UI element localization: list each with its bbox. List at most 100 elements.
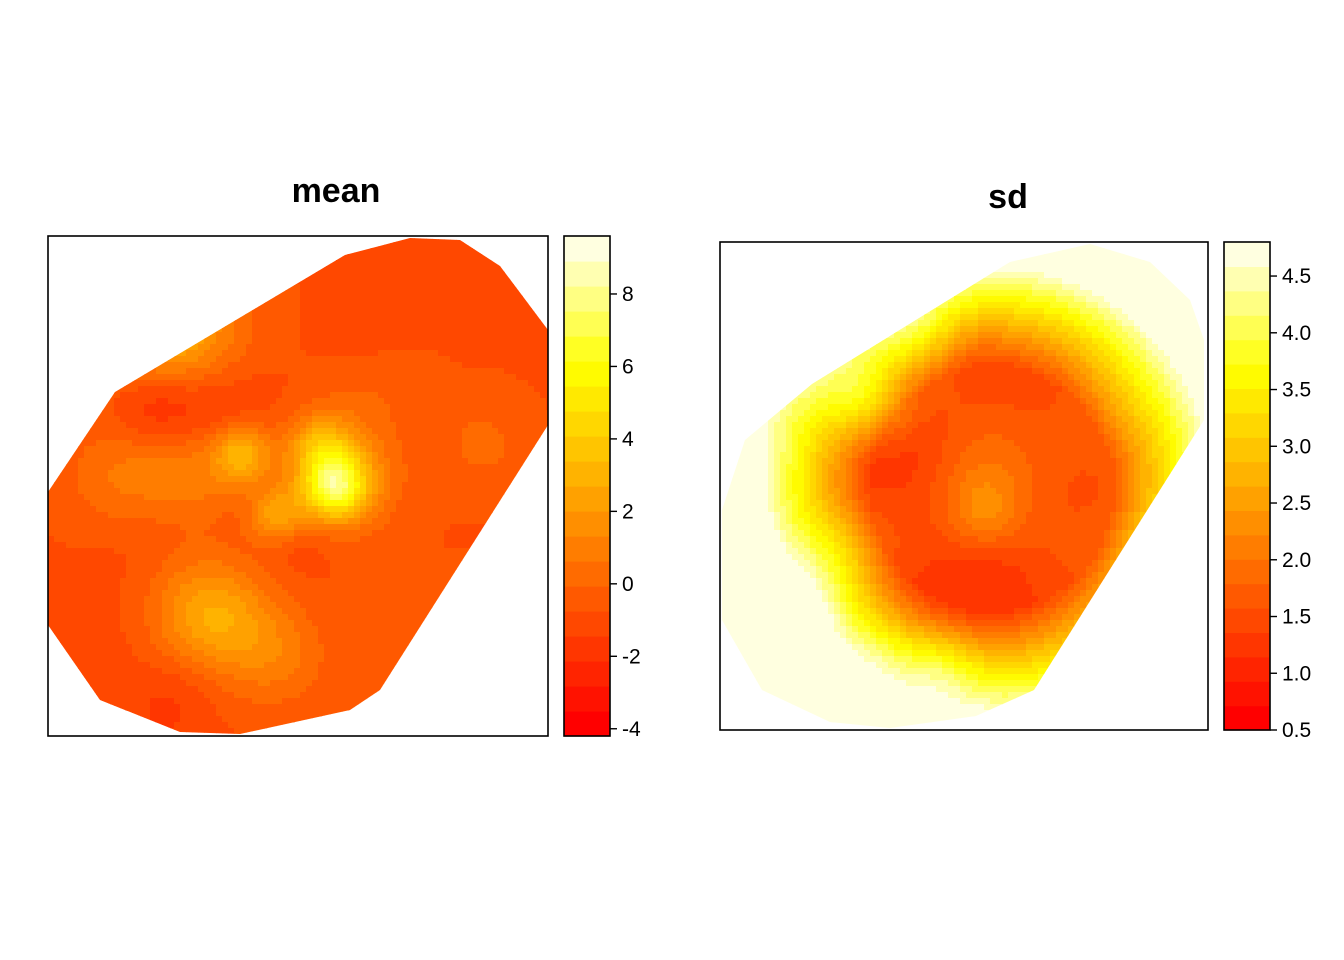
mean-heat-cell xyxy=(324,392,331,399)
mean-heat-cell xyxy=(216,368,223,375)
mean-heat-cell xyxy=(276,518,283,525)
mean-heat-cell xyxy=(96,302,103,309)
mean-heat-cell xyxy=(540,260,547,267)
mean-heat-cell xyxy=(192,476,199,483)
mean-heat-cell xyxy=(48,542,55,549)
mean-heat-cell xyxy=(306,238,313,243)
mean-heat-cell xyxy=(444,272,451,279)
mean-heat-cell xyxy=(84,326,91,333)
mean-heat-cell xyxy=(48,242,55,249)
mean-heat-cell xyxy=(222,554,229,561)
mean-heat-cell xyxy=(288,356,295,363)
mean-heat-cell xyxy=(198,464,205,471)
mean-heat-cell xyxy=(114,512,121,519)
mean-heat-cell xyxy=(240,458,247,465)
mean-heat-cell xyxy=(474,494,481,501)
mean-heat-cell xyxy=(252,482,259,489)
mean-heat-cell xyxy=(84,266,91,273)
mean-heat-cell xyxy=(198,428,205,435)
mean-heat-cell xyxy=(174,238,181,243)
mean-heat-cell xyxy=(234,560,241,567)
mean-heat-cell xyxy=(336,482,343,489)
mean-heat-cell xyxy=(468,266,475,273)
mean-heat-cell xyxy=(438,518,445,525)
mean-heat-cell xyxy=(48,260,55,267)
mean-heat-cell xyxy=(114,362,121,369)
mean-heat-cell xyxy=(150,488,157,495)
mean-heat-cell xyxy=(486,284,493,291)
mean-heat-cell xyxy=(72,566,79,573)
mean-heat-cell xyxy=(354,422,361,429)
mean-heat-cell xyxy=(480,560,487,567)
mean-heat-cell xyxy=(486,410,493,417)
mean-heat-cell xyxy=(504,416,511,423)
mean-heat-cell xyxy=(204,578,211,585)
mean-heat-cell xyxy=(498,302,505,309)
mean-heat-cell xyxy=(234,398,241,405)
mean-heat-cell xyxy=(294,254,301,261)
mean-heat-cell xyxy=(144,332,151,339)
mean-heat-cell xyxy=(108,410,115,417)
mean-heat-cell xyxy=(240,542,247,549)
mean-heat-cell xyxy=(276,326,283,333)
mean-heat-cell xyxy=(156,362,163,369)
mean-heat-cell xyxy=(354,260,361,267)
mean-heat-cell xyxy=(156,476,163,483)
mean-heat-cell xyxy=(354,374,361,381)
mean-heat-cell xyxy=(420,374,427,381)
mean-heat-cell xyxy=(96,488,103,495)
mean-heat-cell xyxy=(54,278,61,285)
mean-heat-cell xyxy=(288,404,295,411)
mean-heat-cell xyxy=(150,584,157,591)
mean-heat-cell xyxy=(102,284,109,291)
mean-heat-cell xyxy=(78,530,85,537)
mean-heat-cell xyxy=(348,482,355,489)
mean-heat-cell xyxy=(504,560,511,567)
mean-heat-cell xyxy=(144,530,151,537)
mean-heat-cell xyxy=(174,560,181,567)
mean-heat-cell xyxy=(390,524,397,531)
mean-heat-cell xyxy=(78,260,85,267)
mean-heat-cell xyxy=(156,410,163,417)
mean-heat-cell xyxy=(336,578,343,585)
mean-heat-cell xyxy=(126,272,133,279)
mean-heat-cell xyxy=(60,536,67,543)
mean-heat-cell xyxy=(162,368,169,375)
mean-heat-cell xyxy=(312,296,319,303)
mean-heat-cell xyxy=(168,530,175,537)
mean-heat-cell xyxy=(54,272,61,279)
mean-heat-cell xyxy=(390,344,397,351)
mean-heat-cell xyxy=(540,308,547,315)
mean-heat-cell xyxy=(366,452,373,459)
mean-heat-cell xyxy=(396,296,403,303)
mean-heat-cell xyxy=(186,518,193,525)
mean-heat-cell xyxy=(480,326,487,333)
mean-heat-cell xyxy=(384,404,391,411)
mean-heat-cell xyxy=(300,242,307,249)
mean-heat-cell xyxy=(120,326,127,333)
mean-heat-cell xyxy=(342,566,349,573)
mean-heat-cell xyxy=(48,548,55,555)
mean-heat-cell xyxy=(462,566,469,573)
mean-heat-cell xyxy=(372,374,379,381)
mean-heat-cell xyxy=(516,458,523,465)
mean-heat-cell xyxy=(312,320,319,327)
mean-heat-cell xyxy=(384,296,391,303)
mean-heat-cell xyxy=(180,362,187,369)
mean-heat-cell xyxy=(168,392,175,399)
mean-heat-cell xyxy=(126,248,133,255)
mean-heat-cell xyxy=(270,554,277,561)
mean-heat-cell xyxy=(336,362,343,369)
mean-heat-cell xyxy=(150,398,157,405)
mean-heat-cell xyxy=(480,278,487,285)
mean-heat-cell xyxy=(462,320,469,327)
mean-heat-cell xyxy=(216,404,223,411)
mean-heat-cell xyxy=(372,470,379,477)
mean-heat-cell xyxy=(54,428,61,435)
mean-heat-cell xyxy=(432,566,439,573)
mean-heat-cell xyxy=(288,392,295,399)
mean-heat-cell xyxy=(522,260,529,267)
mean-heat-cell xyxy=(282,242,289,249)
mean-heat-cell xyxy=(72,362,79,369)
mean-heat-cell xyxy=(222,542,229,549)
